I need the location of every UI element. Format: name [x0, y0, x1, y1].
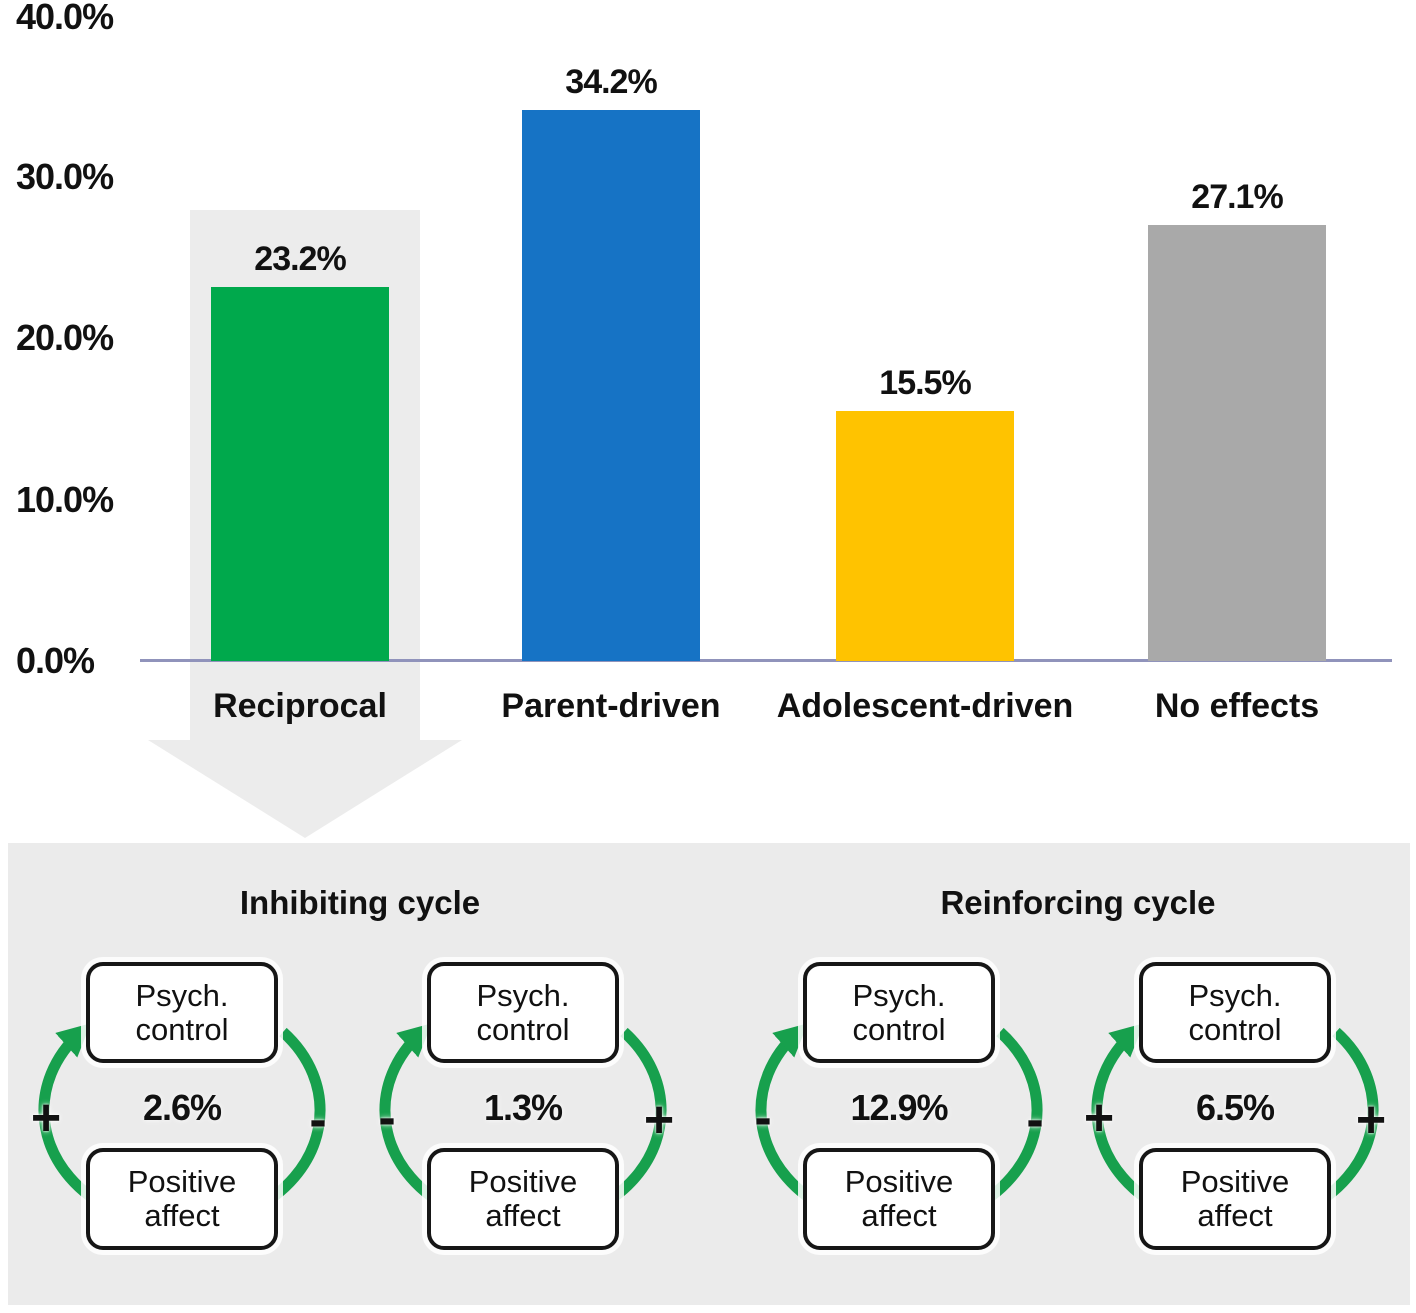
box-line: Psych. [1188, 977, 1282, 1013]
bar-value-label: 34.2% [565, 63, 657, 102]
y-axis-tick: 40.0% [16, 0, 114, 37]
cycle-left-sign: - [378, 1089, 396, 1147]
cycle-arrows-icon [379, 1023, 667, 1217]
box-line: control [476, 1011, 570, 1047]
cycle-left-sign: + [30, 1089, 62, 1147]
cycle-left-sign: + [1083, 1089, 1115, 1147]
box-line: affect [861, 1198, 937, 1233]
cycle-percentage: 12.9% [850, 1087, 948, 1128]
bar-value-label: 27.1% [1191, 177, 1283, 216]
y-axis-tick: 0.0% [16, 640, 95, 681]
box-line: Positive [844, 1164, 954, 1199]
bar-category-label: No effects [1154, 687, 1320, 725]
cycle-arrows-icon [1091, 1023, 1379, 1217]
bar-value-label: 15.5% [879, 364, 971, 403]
cycle-2: Psych. control Positive affect 1.3% - + [358, 930, 688, 1275]
psych-control-box: Psych. control [803, 962, 995, 1063]
cycle-arrows-icon [755, 1023, 1043, 1217]
box-line: control [135, 1011, 229, 1047]
box-line: Positive [127, 1164, 237, 1199]
bar-category-label: Parent-driven [501, 687, 721, 725]
y-axis-tick: 20.0% [16, 317, 114, 358]
cycle-right-sign: + [643, 1091, 675, 1149]
cycle-percentage: 1.3% [483, 1087, 563, 1128]
bar-value-label: 23.2% [254, 240, 346, 279]
bar-reciprocal: 23.2% Reciprocal [211, 240, 389, 725]
cycle-percentage: 2.6% [142, 1087, 222, 1128]
cycle-4: Psych. control Positive affect 6.5% + + [1070, 930, 1400, 1275]
cycle-right-sign: + [1355, 1091, 1387, 1149]
bar-adolescent-driven: 15.5% Adolescent-driven [777, 364, 1074, 725]
positive-affect-box: Positive affect [86, 1148, 278, 1250]
reinforcing-cycle-title: Reinforcing cycle [940, 884, 1216, 921]
cycle-arrows-icon [38, 1023, 326, 1217]
box-line: affect [485, 1198, 561, 1233]
bar-category-label: Adolescent-driven [776, 687, 1074, 725]
box-line: control [852, 1011, 946, 1047]
psych-control-box: Psych. control [86, 962, 278, 1063]
positive-affect-box: Positive affect [1139, 1148, 1331, 1250]
y-axis-tick: 10.0% [16, 479, 114, 520]
box-line: Psych. [852, 977, 946, 1013]
positive-affect-box: Positive affect [427, 1148, 619, 1250]
box-line: Psych. [476, 977, 570, 1013]
cycle-right-sign: - [1026, 1091, 1044, 1149]
psych-control-box: Psych. control [1139, 962, 1331, 1063]
cycle-1: Psych. control Positive affect 2.6% + - [17, 930, 347, 1275]
box-line: affect [1197, 1198, 1273, 1233]
bar-category-label: Reciprocal [213, 687, 387, 725]
box-line: Psych. [135, 977, 229, 1013]
positive-affect-box: Positive affect [803, 1148, 995, 1250]
box-line: control [1188, 1011, 1282, 1047]
box-line: affect [144, 1198, 220, 1233]
box-line: Positive [1180, 1164, 1290, 1199]
cycle-percentage: 6.5% [1195, 1087, 1275, 1128]
bar-no-effects: 27.1% No effects [1148, 178, 1326, 725]
cycle-left-sign: - [754, 1089, 772, 1147]
x-axis-line [140, 659, 1392, 662]
inhibiting-cycle-title: Inhibiting cycle [239, 884, 481, 921]
box-line: Positive [468, 1164, 578, 1199]
y-axis-tick: 30.0% [16, 156, 114, 197]
bar-parent-driven: 34.2% Parent-driven [501, 63, 720, 725]
psych-control-box: Psych. control [427, 962, 619, 1063]
cycle-3: Psych. control Positive affect 12.9% - - [734, 930, 1064, 1275]
cycle-right-sign: - [309, 1091, 327, 1149]
